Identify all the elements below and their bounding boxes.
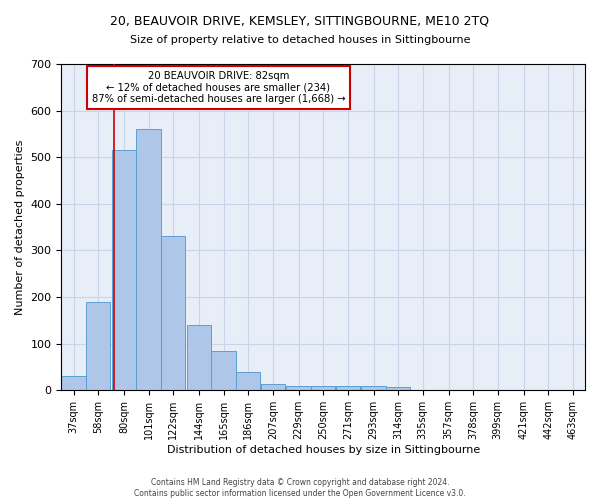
Text: Contains HM Land Registry data © Crown copyright and database right 2024.
Contai: Contains HM Land Registry data © Crown c… <box>134 478 466 498</box>
Text: Size of property relative to detached houses in Sittingbourne: Size of property relative to detached ho… <box>130 35 470 45</box>
Bar <box>86 302 110 390</box>
Bar <box>61 376 86 390</box>
Bar <box>260 384 285 390</box>
Bar <box>187 325 211 390</box>
Bar <box>361 386 386 390</box>
Bar <box>311 386 335 390</box>
Bar <box>236 372 260 390</box>
Bar <box>386 386 410 390</box>
Bar <box>286 386 311 390</box>
Bar <box>335 386 360 390</box>
Bar <box>112 150 136 390</box>
Bar <box>161 236 185 390</box>
Text: 20, BEAUVOIR DRIVE, KEMSLEY, SITTINGBOURNE, ME10 2TQ: 20, BEAUVOIR DRIVE, KEMSLEY, SITTINGBOUR… <box>110 15 490 28</box>
Bar <box>211 350 236 391</box>
Text: 20 BEAUVOIR DRIVE: 82sqm
← 12% of detached houses are smaller (234)
87% of semi-: 20 BEAUVOIR DRIVE: 82sqm ← 12% of detach… <box>92 70 345 104</box>
Y-axis label: Number of detached properties: Number of detached properties <box>15 140 25 315</box>
Bar <box>136 130 161 390</box>
X-axis label: Distribution of detached houses by size in Sittingbourne: Distribution of detached houses by size … <box>167 445 480 455</box>
